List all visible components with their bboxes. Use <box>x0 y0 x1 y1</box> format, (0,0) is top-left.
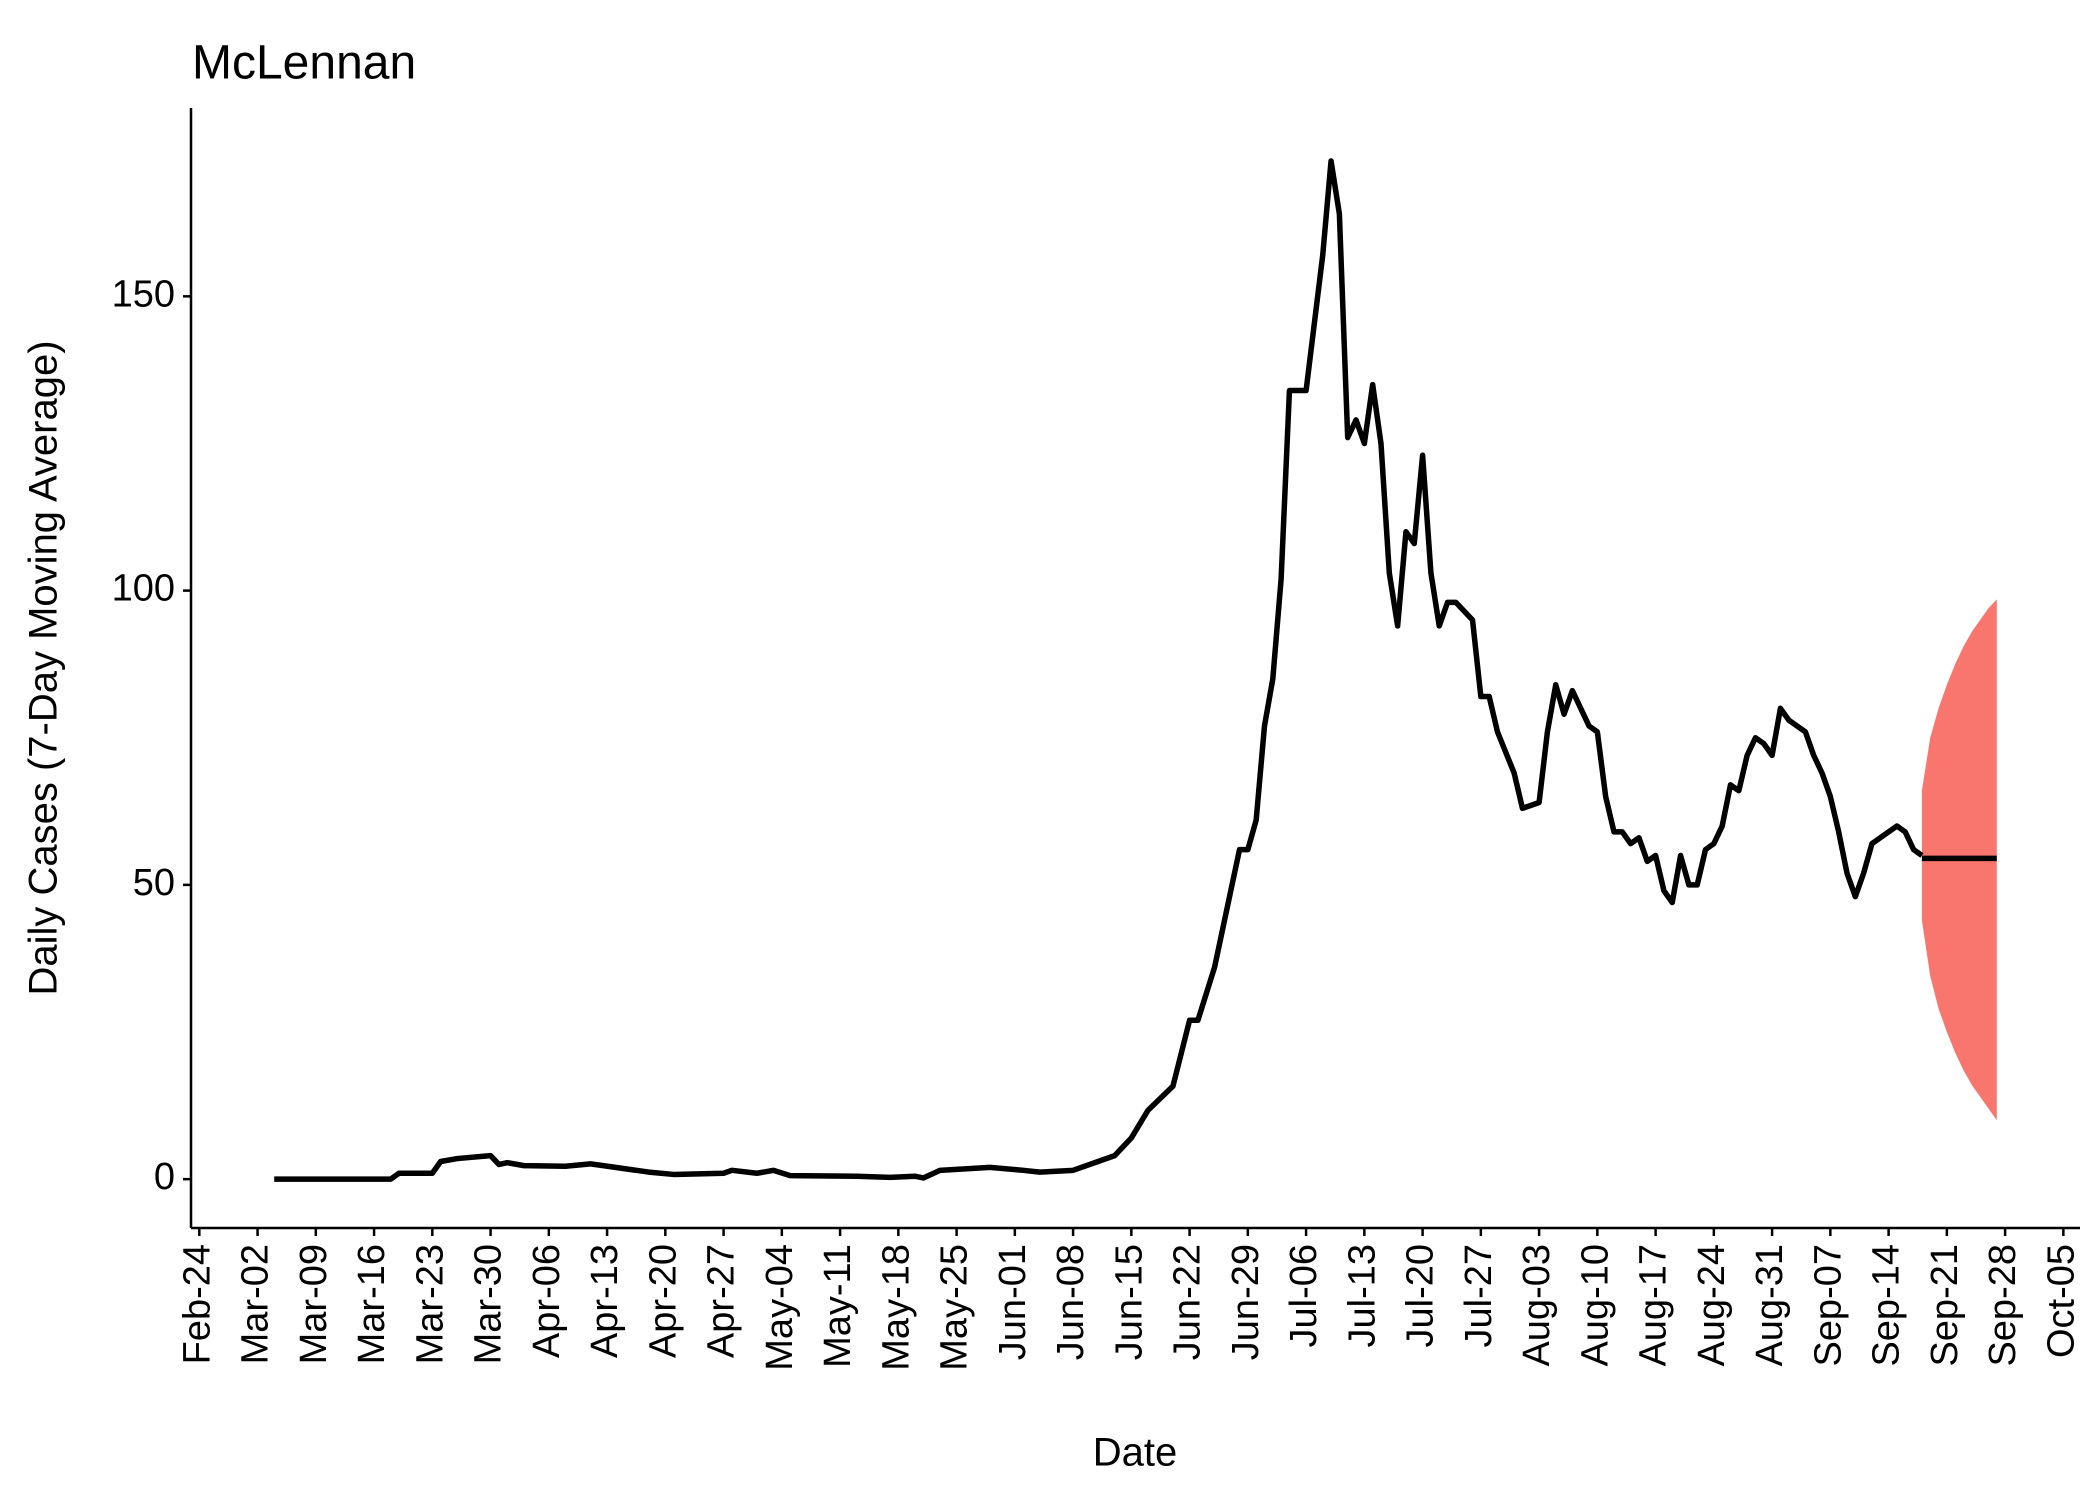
x-tick-label: Mar-30 <box>468 1244 510 1364</box>
x-tick-label: Jul-13 <box>1341 1244 1383 1348</box>
x-axis-title: Date <box>1093 1431 1178 1475</box>
x-tick-label: May-25 <box>934 1244 976 1371</box>
x-tick-label: Jul-27 <box>1458 1244 1500 1348</box>
x-tick-label: Mar-23 <box>409 1244 451 1364</box>
x-tick-label: Sep-21 <box>1924 1244 1966 1367</box>
y-tick-label: 100 <box>112 568 175 610</box>
y-tick-label: 50 <box>133 862 175 904</box>
x-tick-label: Mar-02 <box>235 1244 277 1364</box>
x-tick-label: Aug-24 <box>1691 1244 1733 1367</box>
x-tick-label: Jun-01 <box>992 1244 1034 1360</box>
x-tick-label: Mar-09 <box>293 1244 335 1364</box>
x-tick-label: Mar-16 <box>351 1244 393 1364</box>
line <box>274 158 1924 1182</box>
x-tick-label: Apr-27 <box>701 1244 743 1358</box>
x-tick-label: May-18 <box>875 1244 917 1371</box>
x-tick-label: Apr-13 <box>584 1244 626 1358</box>
x-tick-label: Aug-03 <box>1516 1244 1558 1367</box>
y-tick-label: 0 <box>154 1156 175 1198</box>
x-tick-label: Aug-31 <box>1749 1244 1791 1367</box>
x-tick-label: Aug-10 <box>1574 1244 1616 1367</box>
x-tick-label: May-11 <box>817 1244 859 1368</box>
y-tick-label: 150 <box>112 273 175 315</box>
y-axis-title: Daily Cases (7-Day Moving Average) <box>22 340 66 995</box>
x-tick-label: May-04 <box>759 1244 801 1371</box>
x-tick-label: Sep-07 <box>1807 1244 1849 1367</box>
x-tick-label: Jun-15 <box>1108 1244 1150 1360</box>
x-tick-label: Sep-14 <box>1866 1244 1908 1367</box>
x-tick-label: Apr-06 <box>526 1244 568 1358</box>
x-tick-label: Feb-24 <box>176 1244 218 1364</box>
x-tick-label: Oct-05 <box>2040 1244 2082 1358</box>
x-tick-label: Jun-29 <box>1225 1244 1267 1360</box>
x-tick-label: Jul-20 <box>1400 1244 1442 1348</box>
x-tick-label: Jun-08 <box>1050 1244 1092 1360</box>
x-tick-label: Jun-22 <box>1167 1244 1209 1360</box>
chart-title: McLennan <box>192 37 416 90</box>
x-tick-label: Apr-20 <box>642 1244 684 1358</box>
x-tick-label: Jul-06 <box>1283 1244 1325 1348</box>
x-tick-label: Aug-17 <box>1633 1244 1675 1367</box>
x-tick-label: Sep-28 <box>1982 1244 2024 1367</box>
